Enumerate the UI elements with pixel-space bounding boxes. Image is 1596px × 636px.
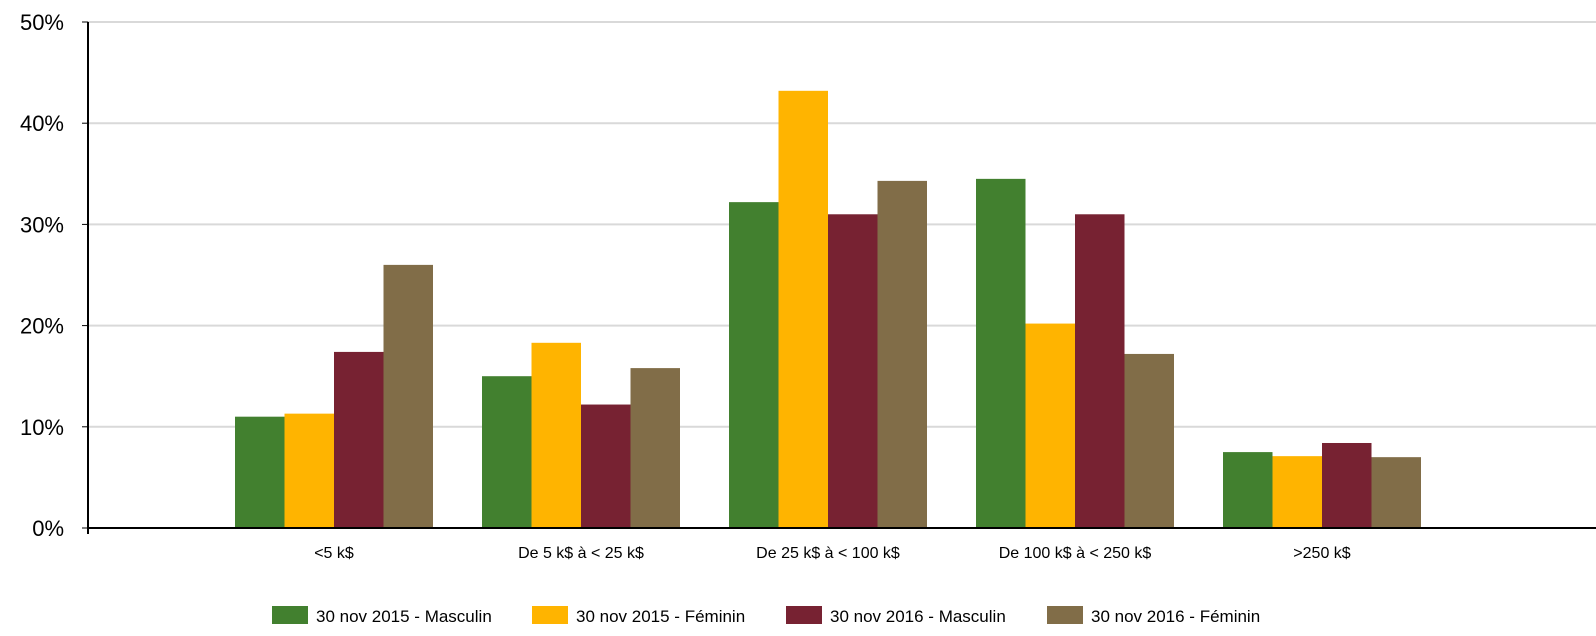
bar xyxy=(1025,323,1075,528)
bar xyxy=(284,413,334,528)
bar xyxy=(235,416,285,528)
x-tick-label: >250 k$ xyxy=(1293,545,1350,562)
legend-swatch xyxy=(272,606,308,624)
x-tick-label: <5 k$ xyxy=(314,545,354,562)
bar xyxy=(778,90,828,528)
bar xyxy=(383,264,433,528)
bar xyxy=(1322,442,1372,528)
x-tick-label: De 25 k$ à < 100 k$ xyxy=(756,545,900,562)
y-tick-label: 50% xyxy=(20,10,64,35)
bar xyxy=(630,368,680,528)
bar xyxy=(1223,452,1273,528)
bar xyxy=(334,351,384,528)
y-tick-label: 0% xyxy=(32,516,64,541)
legend-swatch xyxy=(786,606,822,624)
legend-label: 30 nov 2016 - Masculin xyxy=(830,607,1006,626)
bar xyxy=(828,214,878,528)
y-tick-label: 20% xyxy=(20,314,64,339)
bar xyxy=(482,376,532,528)
bar xyxy=(1272,456,1322,528)
bar xyxy=(1371,457,1421,528)
bar xyxy=(581,404,631,528)
legend: 30 nov 2015 - Masculin 30 nov 2015 - Fémi… xyxy=(272,606,1260,626)
bar xyxy=(729,202,779,529)
bars xyxy=(235,90,1421,529)
y-tick-label: 30% xyxy=(20,212,64,237)
legend-swatch xyxy=(532,606,568,624)
y-tick-label: 40% xyxy=(20,111,64,136)
bar xyxy=(877,180,927,528)
legend-label: 30 nov 2015 - Masculin xyxy=(316,607,492,626)
bar xyxy=(1075,214,1125,528)
bar xyxy=(531,342,581,528)
legend-label: 30 nov 2015 - Féminin xyxy=(576,607,745,626)
legend-label: 30 nov 2016 - Féminin xyxy=(1091,607,1260,626)
axes: 0% 10% 20% 30% 40% 50% <5 k$ De 5 k$ à < 25 k$ D… xyxy=(20,10,1596,562)
bar xyxy=(976,178,1026,529)
y-tick-label: 10% xyxy=(20,415,64,440)
legend-swatch xyxy=(1047,606,1083,624)
bar xyxy=(1124,353,1174,528)
x-tick-label: De 100 k$ à < 250 k$ xyxy=(999,545,1152,562)
x-tick-label: De 5 k$ à < 25 k$ xyxy=(518,545,644,562)
